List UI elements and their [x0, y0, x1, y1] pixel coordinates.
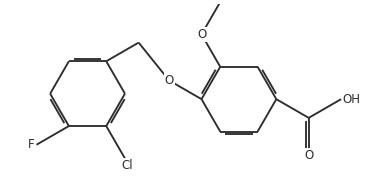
Text: O: O [197, 28, 206, 41]
Text: Cl: Cl [121, 159, 132, 172]
Text: F: F [28, 138, 35, 151]
Text: OH: OH [343, 93, 361, 106]
Text: O: O [304, 149, 313, 162]
Text: O: O [164, 74, 174, 87]
